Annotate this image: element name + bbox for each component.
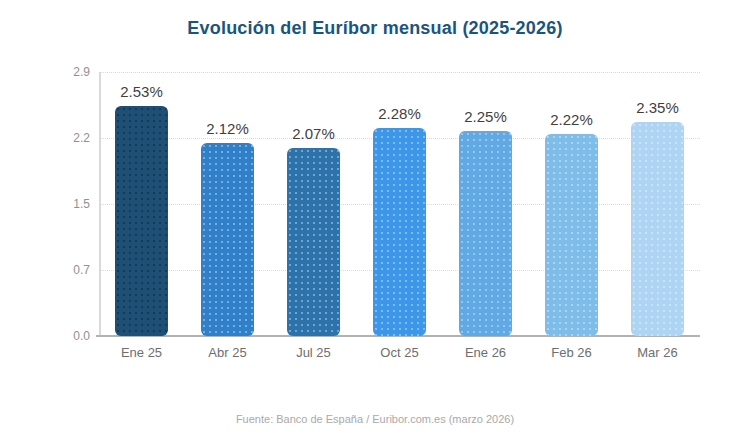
bar-column-ene-25: 2.53% — [115, 72, 168, 336]
x-tick-label: Ene 26 — [459, 345, 512, 360]
bar-value-label: 2.07% — [292, 125, 335, 142]
plot-area: 2.92.21.50.70.0 2.53%2.12%2.07%2.28%2.25… — [100, 72, 700, 336]
bars-container: 2.53% 2.12% 2.07% 2.28% 2.25% 2.22% 2.35% — [115, 72, 684, 336]
bar-column-mar-26: 2.35% — [631, 72, 684, 336]
bar-column-jul-25: 2.07% — [287, 72, 340, 336]
bar-jul-25[interactable] — [287, 148, 340, 336]
y-axis-line — [99, 72, 101, 336]
bar-ene-26[interactable] — [459, 131, 512, 336]
y-tick-label: 0.0 — [52, 329, 90, 343]
chart-title: Evolución del Euríbor mensual (2025-2026… — [0, 18, 750, 39]
bar-abr-25[interactable] — [201, 143, 254, 336]
bar-oct-25[interactable] — [373, 128, 426, 336]
y-tick-label: 1.5 — [52, 197, 90, 211]
x-tick-label: Ene 25 — [115, 345, 168, 360]
chart-canvas: Evolución del Euríbor mensual (2025-2026… — [0, 0, 750, 435]
y-tick-label: 2.2 — [52, 131, 90, 145]
y-tick-label: 0.7 — [52, 263, 90, 277]
x-tick-label: Mar 26 — [631, 345, 684, 360]
source-caption: Fuente: Banco de España / Euribor.com.es… — [0, 413, 750, 425]
bar-ene-25[interactable] — [115, 106, 168, 336]
bar-value-label: 2.25% — [464, 108, 507, 125]
x-tick-label: Abr 25 — [201, 345, 254, 360]
bar-value-label: 2.28% — [378, 105, 421, 122]
y-tick-label: 2.9 — [52, 65, 90, 79]
x-tick-label: Oct 25 — [373, 345, 426, 360]
bar-column-oct-25: 2.28% — [373, 72, 426, 336]
bar-column-feb-26: 2.22% — [545, 72, 598, 336]
bar-value-label: 2.53% — [120, 83, 163, 100]
bar-value-label: 2.22% — [550, 111, 593, 128]
bar-column-ene-26: 2.25% — [459, 72, 512, 336]
bar-feb-26[interactable] — [545, 134, 598, 336]
bar-value-label: 2.35% — [636, 99, 679, 116]
x-tick-label: Feb 26 — [545, 345, 598, 360]
bar-mar-26[interactable] — [631, 122, 684, 336]
bar-value-label: 2.12% — [206, 120, 249, 137]
bar-column-abr-25: 2.12% — [201, 72, 254, 336]
x-tick-label: Jul 25 — [287, 345, 340, 360]
